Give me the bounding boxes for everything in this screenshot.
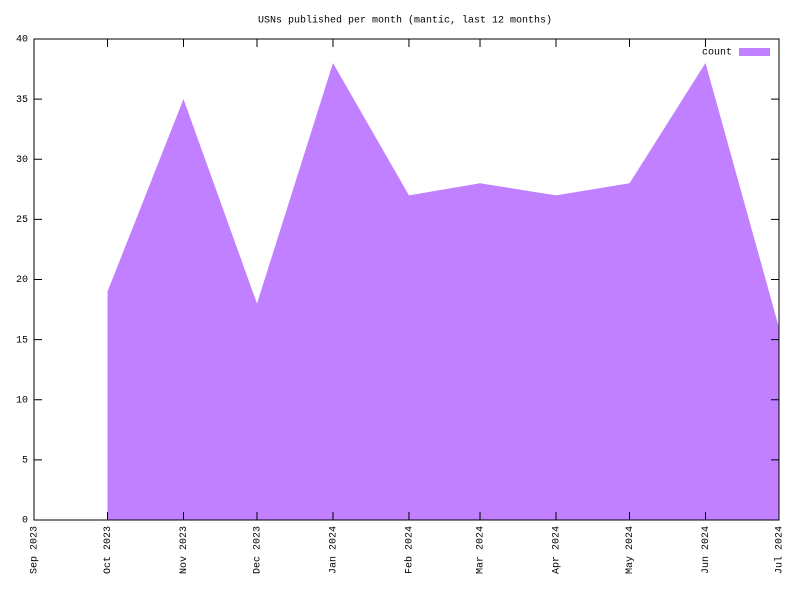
x-tick-label: May 2024	[625, 526, 636, 574]
y-tick-label: 0	[22, 516, 28, 527]
area	[107, 63, 780, 521]
x-tick-label: Nov 2023	[179, 526, 190, 574]
y-tick-label: 35	[16, 95, 28, 106]
x-tick-label: Jul 2024	[774, 526, 786, 574]
x-tick-label: Dec 2023	[253, 526, 264, 574]
y-tick-label: 25	[16, 215, 28, 226]
x-tick-label: Mar 2024	[476, 526, 487, 574]
chart-title: USNs published per month (mantic, last 1…	[258, 15, 552, 27]
y-tick-label: 30	[16, 155, 28, 166]
legend-label: count	[702, 48, 732, 59]
y-tick-label: 20	[16, 275, 28, 286]
x-tick-label: Feb 2024	[404, 526, 416, 574]
y-tick-label: 10	[16, 395, 28, 406]
x-tick-label: Jan 2024	[329, 526, 340, 574]
y-tick-label: 15	[16, 335, 28, 346]
x-tick-label: Sep 2023	[30, 526, 41, 574]
y-tick-label: 5	[22, 456, 28, 467]
x-tick-label: Apr 2024	[552, 526, 563, 574]
x-tick-label: Jun 2024	[701, 526, 712, 574]
y-tick-label: 40	[16, 35, 28, 46]
legend-swatch	[739, 48, 770, 56]
x-tick-label: Oct 2023	[103, 526, 114, 574]
